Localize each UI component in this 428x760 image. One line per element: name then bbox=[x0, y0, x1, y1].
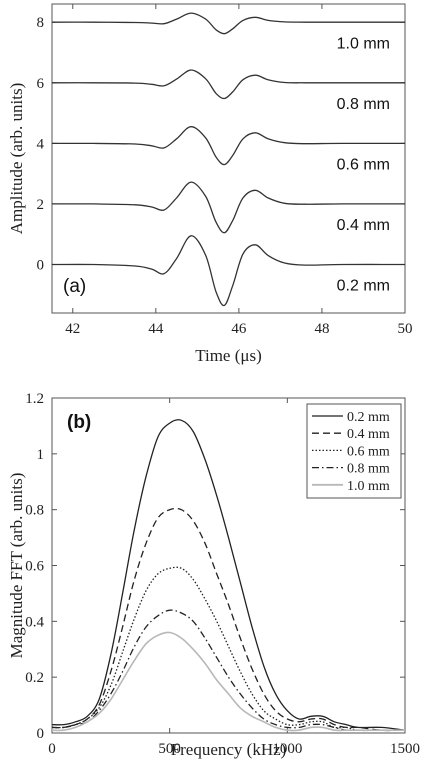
panel-b-ytick-label: 1.2 bbox=[25, 391, 44, 407]
panel-a-trace-0-6-mm bbox=[51, 126, 406, 166]
panel-b-series-0-6-mm bbox=[51, 566, 405, 732]
panel-b-legend: 0.2 mm 0.4 mm 0.6 mm 0.8 mm 1.0 mm bbox=[306, 403, 402, 499]
panel-b-tag: (b) bbox=[67, 412, 91, 433]
panel-a-tag: (a) bbox=[63, 276, 86, 297]
panel-a-ytick-label: 2 bbox=[37, 197, 45, 213]
panel-b-legend-label: 1.0 mm bbox=[347, 479, 390, 494]
panel-a-trace-1-0-mm bbox=[51, 12, 405, 35]
panel-b-legend-label: 0.8 mm bbox=[347, 462, 390, 477]
panel-a-ytick-label: 4 bbox=[37, 136, 45, 152]
panel-b-ytick-label: 0 bbox=[37, 726, 45, 742]
panel-a-frame bbox=[51, 3, 406, 314]
panel-a-trace-0-4-mm bbox=[51, 181, 405, 234]
panel-a-trace-label: 0.8 mm bbox=[337, 96, 390, 113]
panel-b-xtick-label: 1000 bbox=[272, 741, 302, 757]
panel-a-xtick-label: 46 bbox=[231, 321, 247, 337]
panel-a-ytick-label: 0 bbox=[37, 258, 45, 274]
panel-b-legend-label: 0.2 mm bbox=[347, 410, 390, 425]
panel-b-ylabel: Magnitude FFT (arb. units) bbox=[7, 473, 26, 659]
panel-b-ytick-label: 0.4 bbox=[25, 614, 44, 630]
panel-b-ytick-label: 1 bbox=[37, 447, 45, 463]
panel-b: 0 500 1000 1500 0 0.2 0.4 0.6 0.8 1 1.2 0.2 mm 0.4 m… bbox=[7, 391, 420, 759]
panel-a-ytick-label: 8 bbox=[37, 15, 45, 31]
panel-b-ytick-label: 0.8 bbox=[25, 503, 44, 519]
panel-a-trace-label: 0.6 mm bbox=[337, 157, 390, 174]
panel-b-xtick-label: 1500 bbox=[390, 741, 420, 757]
panel-a-trace-label: 0.2 mm bbox=[337, 278, 390, 295]
panel-b-legend-label: 0.6 mm bbox=[347, 444, 390, 459]
panel-b-legend-label: 0.4 mm bbox=[347, 427, 390, 442]
panel-a-ytick-label: 6 bbox=[37, 76, 45, 92]
panel-a-trace-label: 0.4 mm bbox=[337, 217, 390, 234]
panel-a-xtick-label: 50 bbox=[398, 321, 413, 337]
panel-a-trace-0-2-mm bbox=[51, 235, 406, 307]
panel-b-series-0-4-mm bbox=[51, 507, 406, 732]
panel-a-ylabel: Amplitude (arb. units) bbox=[7, 83, 26, 235]
panel-a-trace-label: 1.0 mm bbox=[337, 35, 390, 52]
panel-a-xlabel: Time (μs) bbox=[195, 346, 262, 365]
panel-a-trace-0-8-mm bbox=[51, 69, 405, 100]
panel-b-series-1-0-mm bbox=[51, 631, 405, 732]
panel-b-xlabel: Frequency (kHz) bbox=[171, 740, 287, 759]
panel-b-series-0-2-mm bbox=[51, 419, 406, 731]
panel-b-ytick-label: 0.2 bbox=[25, 670, 44, 686]
panel-b-ytick-label: 0.6 bbox=[25, 559, 44, 575]
panel-b-series-0-8-mm bbox=[51, 609, 405, 732]
panel-a-xtick-label: 42 bbox=[65, 321, 80, 337]
panel-a-xtick-label: 48 bbox=[314, 321, 329, 337]
panel-b-xtick-label: 0 bbox=[48, 741, 56, 757]
panel-b-xtick-label: 500 bbox=[158, 741, 181, 757]
panel-a-xtick-label: 44 bbox=[148, 321, 164, 337]
